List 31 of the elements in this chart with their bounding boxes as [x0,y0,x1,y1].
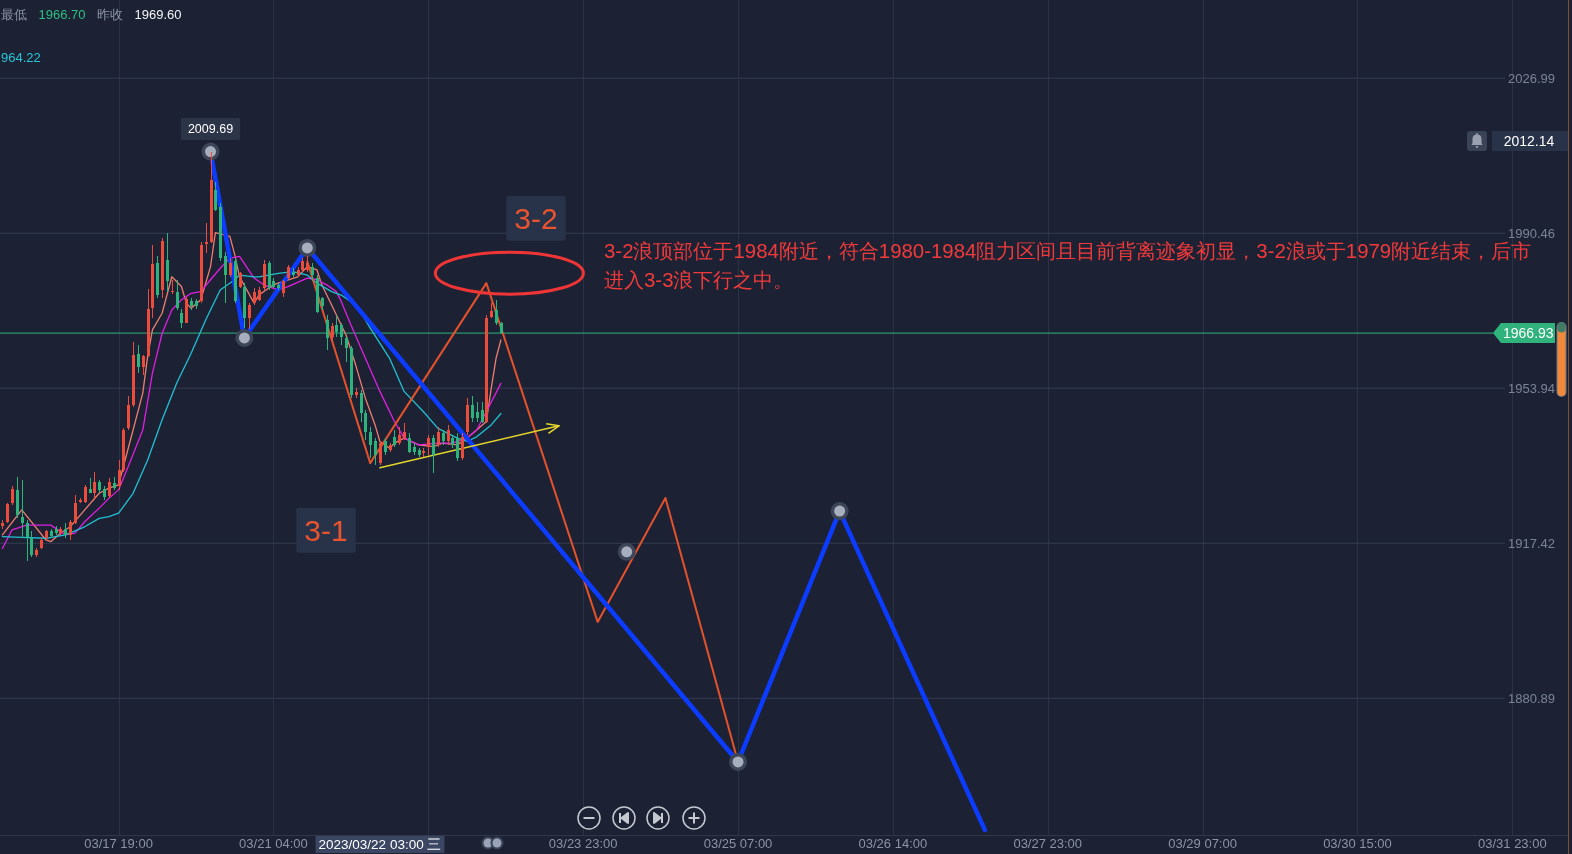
note: 3-2浪顶部位于1984附近，符合1980-1984阻力区间且目前背离迹象初显，3-2浪或于1979附近结束，后市进入3-3浪下行之中。 [604,240,1532,291]
ref-label: 1966.93 [1493,323,1555,344]
header-text: 昨收 [97,7,123,22]
alert-price: 2012.14 [1492,131,1568,151]
annotation: 3-2 [514,201,558,235]
point-label: 2009.69 [180,118,241,141]
x-tick-label: 03/17 19:00 [84,836,153,851]
y-tick-label: 1953.94 [1508,380,1555,396]
y-tick-label: 1990.46 [1508,225,1555,241]
x-tick-label: 03/21 04:00 [239,836,308,851]
y-tick-label: 1880.89 [1508,690,1555,706]
header-text: 1969.60 [134,7,182,22]
y-tick-label: 2026.99 [1508,70,1555,86]
wave-label: 3-2 [506,195,566,241]
header-text: 最低 [1,7,27,22]
indicator-value: 964.22 [1,50,41,65]
x-tick-label: 03/25 07:00 [703,836,773,851]
x-tick-label: 03/30 15:00 [1323,836,1392,851]
x-tick-label: 03/23 23:00 [548,836,618,851]
x-tick-label: 03/31 23:00 [1478,836,1547,851]
x-tick-label: 03/26 14:00 [858,836,928,851]
header-text: 1966.70 [38,7,86,22]
wave-label: 3-1 [296,507,356,553]
x-tick-label: 03/27 23:00 [1013,836,1083,851]
x-tick-label: 03/29 07:00 [1168,836,1237,851]
crosshair-label: 2023/03/22 03:00 三 [315,836,445,853]
annotation: 3-1 [304,513,348,547]
annotation: 2012.14 [1503,133,1555,149]
data-label: 2009.69 [187,122,234,137]
y-tick-label: 1917.42 [1508,535,1555,551]
ref-line-label: 1966.93 [1503,325,1554,342]
